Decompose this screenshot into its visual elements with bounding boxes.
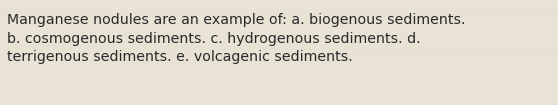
Text: Manganese nodules are an example of: a. biogenous sediments.
b. cosmogenous sedi: Manganese nodules are an example of: a. … (7, 13, 466, 64)
